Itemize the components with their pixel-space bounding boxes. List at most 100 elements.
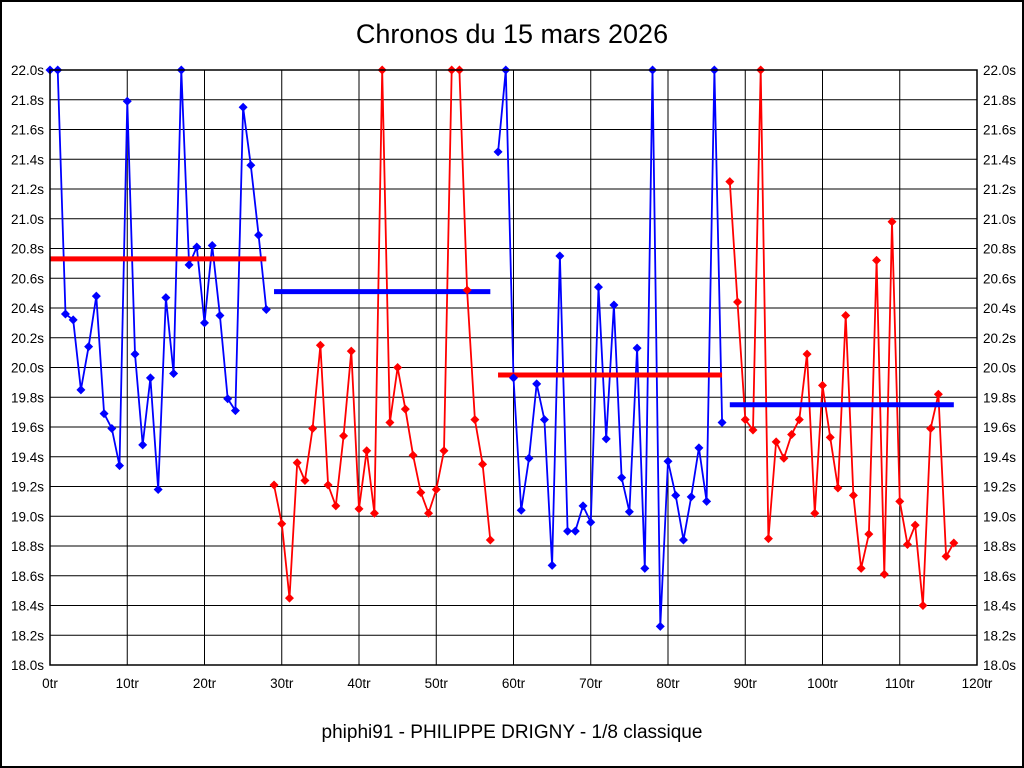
lap-point (424, 508, 434, 518)
lap-point (926, 423, 936, 433)
mean-lines (50, 256, 954, 408)
lap-point (331, 501, 341, 511)
y-tick-label-right: 21.8s (983, 93, 1016, 108)
lap-point (493, 147, 503, 157)
data-series (50, 69, 955, 628)
lap-point (362, 446, 372, 456)
y-tick-label-right: 18.4s (983, 599, 1016, 614)
y-tick-label-right: 21.4s (983, 152, 1016, 167)
lap-point (825, 432, 835, 442)
lap-point (369, 508, 379, 518)
lap-point (902, 540, 912, 550)
lap-point (841, 310, 851, 320)
lap-point (478, 459, 488, 469)
lap-point (818, 380, 827, 390)
lap-point (702, 496, 712, 506)
lap-point (740, 415, 750, 425)
x-tick-label: 110tr (885, 676, 915, 691)
lap-point (68, 315, 78, 325)
lap-point (617, 473, 627, 483)
y-tick-label-left: 18.4s (11, 599, 44, 614)
lap-point (856, 563, 866, 573)
y-tick-label-left: 20.2s (11, 331, 44, 346)
y-tick-label-left: 18.2s (11, 628, 44, 643)
lap-point (663, 456, 673, 466)
x-tick-label: 120tr (962, 676, 993, 691)
lap-point (223, 394, 233, 404)
y-tick-label-right: 20.8s (983, 242, 1016, 257)
lap-point (941, 551, 951, 561)
lap-point (200, 318, 209, 328)
y-tick-label-right: 18.6s (983, 569, 1016, 584)
lap-point (315, 340, 325, 350)
x-tick-label: 90tr (734, 676, 758, 691)
lap-point (539, 415, 549, 425)
y-tick-label-left: 22.0s (11, 63, 44, 78)
lap-point (400, 404, 410, 414)
lap-point (323, 480, 333, 490)
y-tick-label-right: 20.4s (983, 301, 1016, 316)
lap-point (771, 437, 781, 447)
y-tick-label-left: 21.0s (11, 212, 44, 227)
y-tick-label-left: 20.4s (11, 301, 44, 316)
lap-point (933, 389, 943, 399)
lap-point (887, 217, 897, 227)
lap-point (733, 297, 743, 307)
lap-point (261, 304, 271, 314)
y-tick-label-left: 20.6s (11, 271, 44, 286)
y-tick-label-left: 21.2s (11, 182, 44, 197)
lap-point (354, 504, 364, 514)
lap-line-manche-4 (728, 69, 955, 607)
y-tick-label-left: 20.8s (11, 242, 44, 257)
lap-point (161, 293, 171, 303)
lap-point (277, 519, 287, 529)
lap-point (794, 415, 804, 425)
y-tick-label-right: 21.0s (983, 212, 1016, 227)
lap-point (408, 450, 418, 460)
x-tick-label: 50tr (425, 676, 449, 691)
lap-point (686, 492, 696, 502)
lap-point (439, 446, 449, 456)
lap-point (238, 102, 248, 112)
lap-point (532, 379, 542, 389)
y-tick-label-right: 20.6s (983, 271, 1016, 286)
lap-point (84, 342, 94, 352)
lap-line-manche-3 (497, 69, 723, 628)
lap-point (570, 526, 580, 536)
lap-point (748, 425, 758, 435)
lap-point (949, 538, 959, 548)
lap-point (122, 96, 132, 106)
y-tick-label-right: 19.6s (983, 420, 1016, 435)
x-tick-label: 100tr (807, 676, 838, 691)
lap-point (640, 563, 650, 573)
lap-point (879, 569, 889, 579)
lap-point (717, 418, 727, 428)
lap-point (308, 423, 318, 433)
data-markers (45, 65, 959, 631)
lap-point (292, 458, 302, 468)
x-tick-label: 30tr (270, 676, 294, 691)
lap-point (346, 346, 356, 356)
lap-point (138, 440, 148, 450)
lap-point (385, 418, 395, 428)
lap-point (763, 534, 773, 544)
lap-point (145, 373, 155, 383)
lap-point (393, 363, 403, 372)
lap-point (192, 242, 202, 252)
lap-point (524, 453, 534, 463)
x-tick-label: 80tr (656, 676, 680, 691)
lap-point (246, 160, 256, 170)
lap-point (60, 309, 70, 319)
lap-point (725, 177, 735, 187)
lap-point (655, 621, 665, 631)
lap-point (563, 526, 573, 536)
lap-point (601, 434, 611, 444)
lap-point (555, 251, 565, 261)
x-tick-label: 40tr (347, 676, 371, 691)
lap-point (269, 480, 279, 490)
y-tick-label-right: 21.6s (983, 123, 1016, 138)
lap-point (99, 409, 109, 419)
y-tick-label-left: 18.8s (11, 539, 44, 554)
y-tick-label-right: 19.2s (983, 480, 1016, 495)
